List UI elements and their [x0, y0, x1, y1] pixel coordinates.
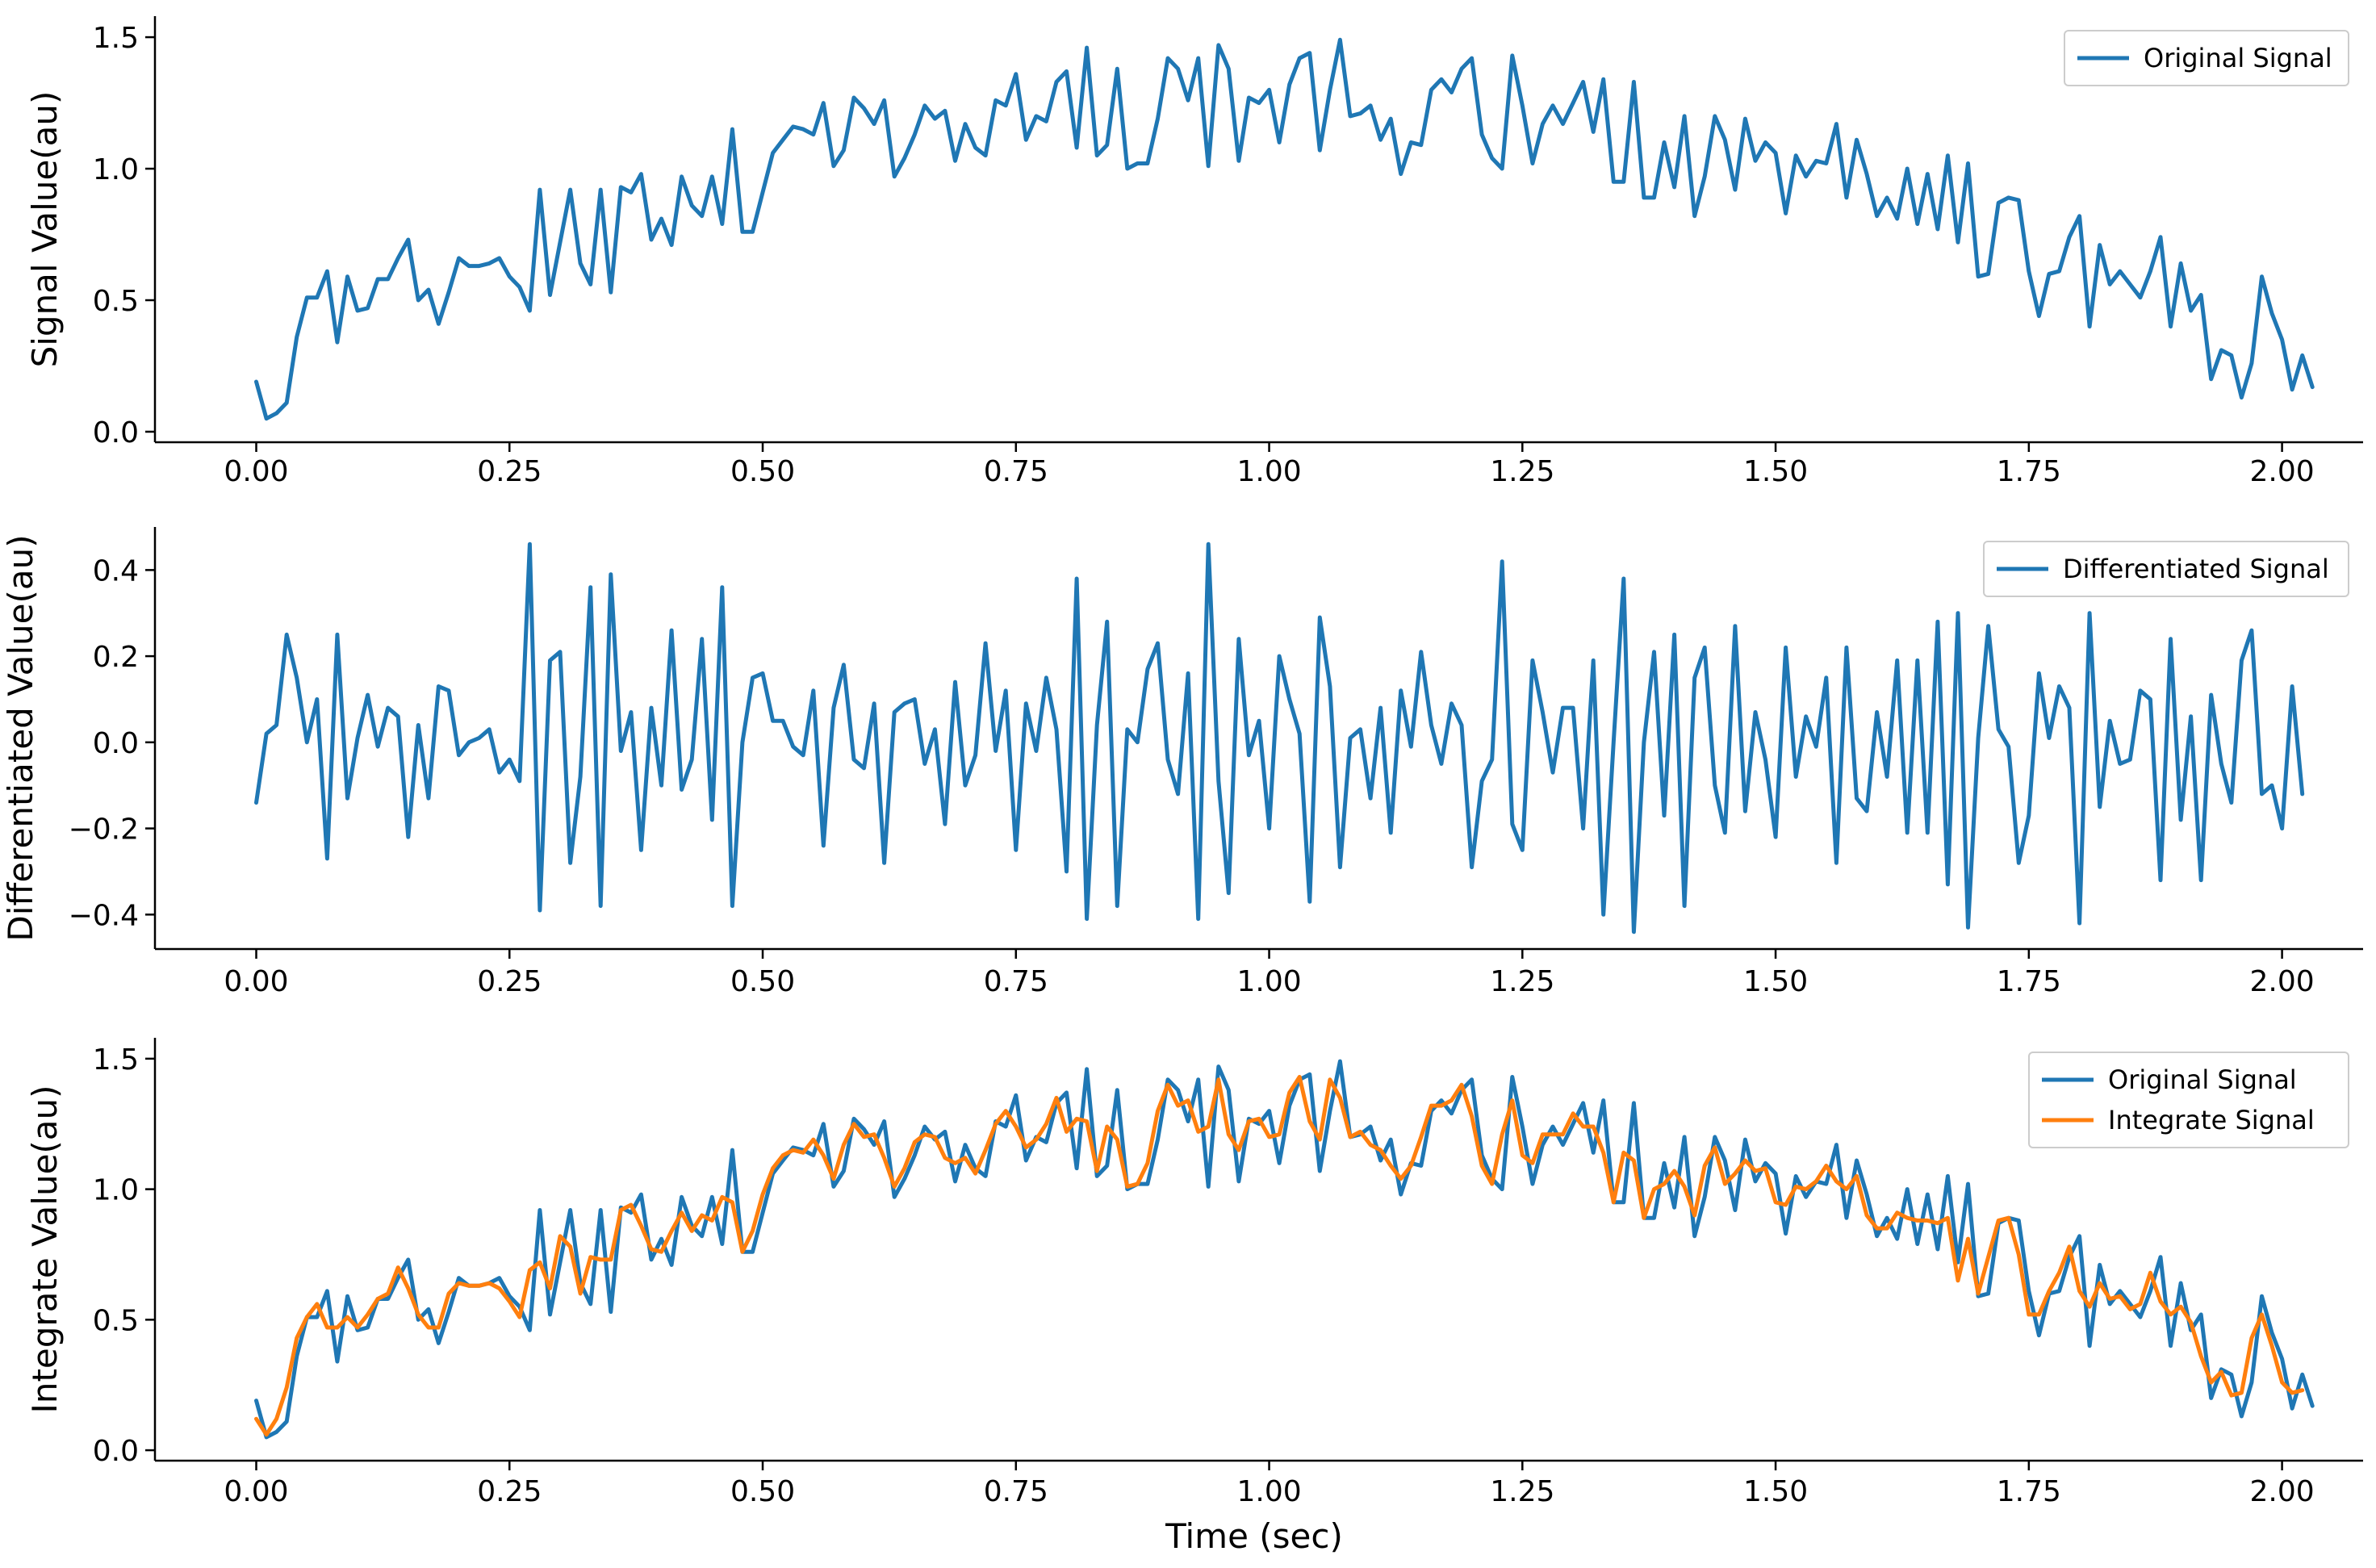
legend-label: Original Signal: [2108, 1064, 2297, 1095]
panel-3: 0.00 0.25 0.50 0.75 1.00 1.25 1.50 1.75 2.00 0.0 0…: [25, 1038, 2363, 1556]
y-tick-label: 0.4: [93, 554, 139, 587]
x-tick-label: 1.25: [1490, 1475, 1554, 1508]
x-axis-label: Time (sec): [1165, 1516, 1343, 1556]
panel-2: 0.00 0.25 0.50 0.75 1.00 1.25 1.50 1.75 2.00 −0.4…: [1, 527, 2363, 998]
y-tick-label: 0.5: [93, 285, 139, 318]
x-tick-label: 0.50: [730, 1475, 795, 1508]
x-tick-label: 1.50: [1743, 1475, 1808, 1508]
y-tick-label: −0.2: [69, 813, 139, 847]
y-tick-label: 0.5: [93, 1304, 139, 1337]
panel-1: 0.00 0.25 0.50 0.75 1.00 1.25 1.50 1.75 2.00 0.0 0…: [25, 16, 2363, 488]
legend: Differentiated Signal: [1983, 541, 2349, 597]
x-tick-label: 0.00: [224, 1475, 288, 1508]
y-tick-label: −0.4: [69, 899, 139, 932]
y-tick-label: 0.2: [93, 641, 139, 674]
series-line-1: [254, 541, 2305, 935]
x-tick-label: 1.00: [1236, 965, 1301, 998]
legend: Original Signal: [2064, 30, 2349, 86]
x-tick-label: 0.25: [477, 965, 542, 998]
x-tick-label: 0.50: [730, 965, 795, 998]
x-tick-label: 2.00: [2250, 965, 2315, 998]
y-tick-label: 1.0: [93, 1174, 139, 1207]
x-tick-label: 1.25: [1490, 965, 1554, 998]
x-tick-label: 0.00: [224, 965, 288, 998]
x-tick-label: 2.00: [2250, 455, 2315, 488]
y-axis-label: Differentiated Value(au): [1, 534, 40, 941]
y-tick-label: 0.0: [93, 727, 139, 760]
legend-box: [2064, 30, 2349, 86]
y-tick-label: 1.0: [93, 153, 139, 186]
y-axis-label: Integrate Value(au): [25, 1085, 65, 1413]
x-tick-label: 0.75: [984, 455, 1048, 488]
legend-label: Original Signal: [2144, 43, 2332, 73]
series-line-1: [254, 1059, 2315, 1440]
x-tick-label: 1.00: [1236, 1475, 1301, 1508]
x-tick-label: 1.50: [1743, 965, 1808, 998]
legend-label: Integrate Signal: [2108, 1105, 2315, 1135]
legend-box: [1983, 541, 2349, 597]
legend-box: [2028, 1052, 2349, 1148]
legend: Original Signal Integrate Signal: [2028, 1052, 2349, 1148]
series-line-1: [254, 37, 2315, 421]
x-tick-label: 1.75: [1997, 965, 2061, 998]
y-tick-label: 1.5: [93, 1043, 139, 1077]
x-tick-label: 2.00: [2250, 1475, 2315, 1508]
series-line-2: [254, 1075, 2305, 1437]
x-tick-label: 0.00: [224, 455, 288, 488]
x-tick-label: 1.75: [1997, 455, 2061, 488]
y-tick-label: 1.5: [93, 22, 139, 55]
x-tick-label: 0.25: [477, 455, 542, 488]
legend-label: Differentiated Signal: [2063, 554, 2329, 584]
x-tick-label: 0.50: [730, 455, 795, 488]
x-tick-label: 0.25: [477, 1475, 542, 1508]
y-tick-label: 0.0: [93, 1435, 139, 1468]
y-axis-label: Signal Value(au): [25, 91, 65, 368]
x-tick-label: 1.50: [1743, 455, 1808, 488]
x-tick-label: 1.25: [1490, 455, 1554, 488]
x-tick-label: 0.75: [984, 1475, 1048, 1508]
y-tick-label: 0.0: [93, 416, 139, 449]
x-tick-label: 0.75: [984, 965, 1048, 998]
x-tick-label: 1.00: [1236, 455, 1301, 488]
x-tick-label: 1.75: [1997, 1475, 2061, 1508]
